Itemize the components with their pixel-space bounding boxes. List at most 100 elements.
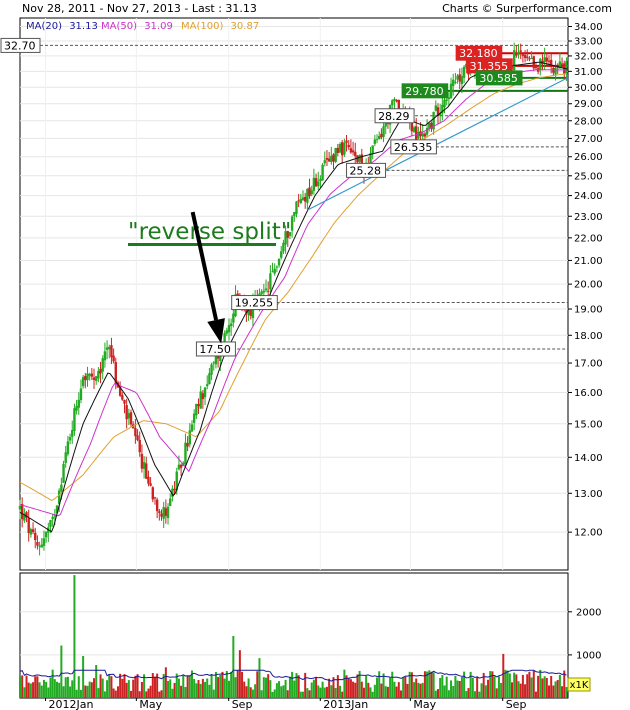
candle-body: [412, 127, 416, 132]
candle-body: [273, 268, 276, 274]
level-label-text: 25.28: [350, 164, 382, 177]
volume-bar: [556, 679, 559, 698]
candle-body: [36, 541, 39, 546]
volume-bar: [362, 687, 365, 698]
candle-body: [184, 442, 187, 465]
volume-bar: [25, 675, 28, 698]
volume-grid: [20, 611, 568, 656]
candle-body: [521, 54, 525, 56]
volume-bar: [349, 679, 352, 698]
legend-ma20: MA(20) 31.13: [26, 21, 98, 32]
price-plot-frame: [19, 17, 569, 571]
candle-body: [114, 362, 117, 385]
candle-body: [336, 147, 340, 153]
reverse-split-annotation: "reverse split": [128, 211, 291, 344]
volume-bar: [230, 671, 233, 698]
candle-body: [356, 155, 359, 163]
candle-body: [558, 61, 562, 69]
legend-ma50-value: 31.09: [144, 21, 173, 32]
volume-bar: [269, 680, 272, 698]
volume-bar: [49, 677, 52, 698]
volume-bar: [450, 680, 453, 698]
level-label-box: [346, 162, 387, 178]
volume-bar: [167, 680, 170, 698]
volume-bar: [282, 685, 285, 698]
volume-bar: [29, 683, 32, 698]
legend-ma20-value: 31.13: [69, 21, 98, 32]
volume-bar: [21, 675, 24, 698]
volume-bar: [64, 677, 67, 698]
candle-body: [282, 242, 285, 252]
volume-bar: [521, 674, 524, 698]
volume-bar: [369, 687, 372, 698]
volume-bar: [391, 671, 394, 698]
price-tick-label: 25.00: [574, 171, 603, 182]
volume-bar: [90, 682, 93, 698]
volume-bar: [286, 690, 289, 698]
candle-body: [373, 139, 377, 144]
volume-bar: [151, 673, 154, 698]
candle-body: [97, 371, 100, 379]
price-tick-label: 13.00: [574, 489, 603, 500]
candle-body: [260, 291, 263, 295]
candle-body: [29, 529, 33, 535]
volume-bar: [119, 673, 122, 698]
level-label-text: 31.355: [470, 60, 509, 73]
candle-body: [423, 133, 427, 137]
volume-bar: [397, 682, 400, 698]
volume-bar: [325, 686, 328, 698]
level-label-text: 29.780: [405, 85, 444, 98]
volume-bar: [408, 671, 411, 698]
volume-bar: [79, 689, 82, 698]
volume-bar: [541, 678, 544, 698]
candle-body: [319, 178, 322, 181]
candle-body: [338, 143, 342, 153]
volume-bar: [103, 691, 106, 698]
candle-body: [312, 177, 316, 191]
volume-bar: [284, 679, 287, 698]
volume-bar: [484, 685, 487, 698]
volume-bar: [173, 682, 176, 698]
volume-bar: [297, 675, 300, 698]
volume-bar: [153, 676, 156, 698]
annotation-text: "reverse split": [128, 219, 291, 245]
candle-body: [77, 399, 80, 408]
volume-bar: [495, 688, 498, 698]
candle-body: [560, 63, 564, 65]
candle-body: [71, 430, 74, 437]
candle-body: [528, 58, 531, 60]
candle-body: [101, 358, 104, 372]
volume-bar: [99, 674, 102, 698]
candle-body: [208, 373, 211, 385]
volume-bar: [443, 685, 446, 698]
volume-bar: [345, 675, 348, 698]
candle-body: [86, 373, 89, 381]
volume-bar: [243, 681, 246, 698]
x-tick-label: May: [139, 698, 162, 710]
x-tick-label: Sep: [506, 698, 527, 710]
price-tick-label: 28.00: [574, 116, 603, 127]
candle-body: [18, 505, 22, 510]
candle-body: [308, 187, 311, 197]
volume-bar: [251, 689, 254, 698]
volume-bar: [86, 685, 89, 698]
volume-bar: [328, 678, 331, 698]
volume-bar: [508, 673, 511, 698]
price-tick-label: 26.00: [574, 152, 603, 163]
volume-bar: [537, 675, 540, 698]
volume-bar: [543, 676, 546, 698]
volume-bar: [264, 677, 267, 698]
volume-bar: [108, 674, 111, 698]
level-label-text: 30.585: [479, 72, 518, 85]
candle-body: [445, 99, 448, 101]
price-axis-ticks: 12.00 13.00 14.00 15.00 16.00 17.00 18.00 19.00…: [568, 22, 603, 539]
candle-body: [421, 133, 424, 137]
candle-body: [23, 513, 26, 521]
candle-body: [55, 505, 59, 514]
volume-bar: [502, 653, 505, 698]
candle-body: [277, 258, 281, 266]
volume-bar: [271, 691, 274, 698]
volume-bar: [548, 685, 551, 698]
volume-bar: [489, 671, 492, 698]
volume-bar: [197, 679, 200, 698]
